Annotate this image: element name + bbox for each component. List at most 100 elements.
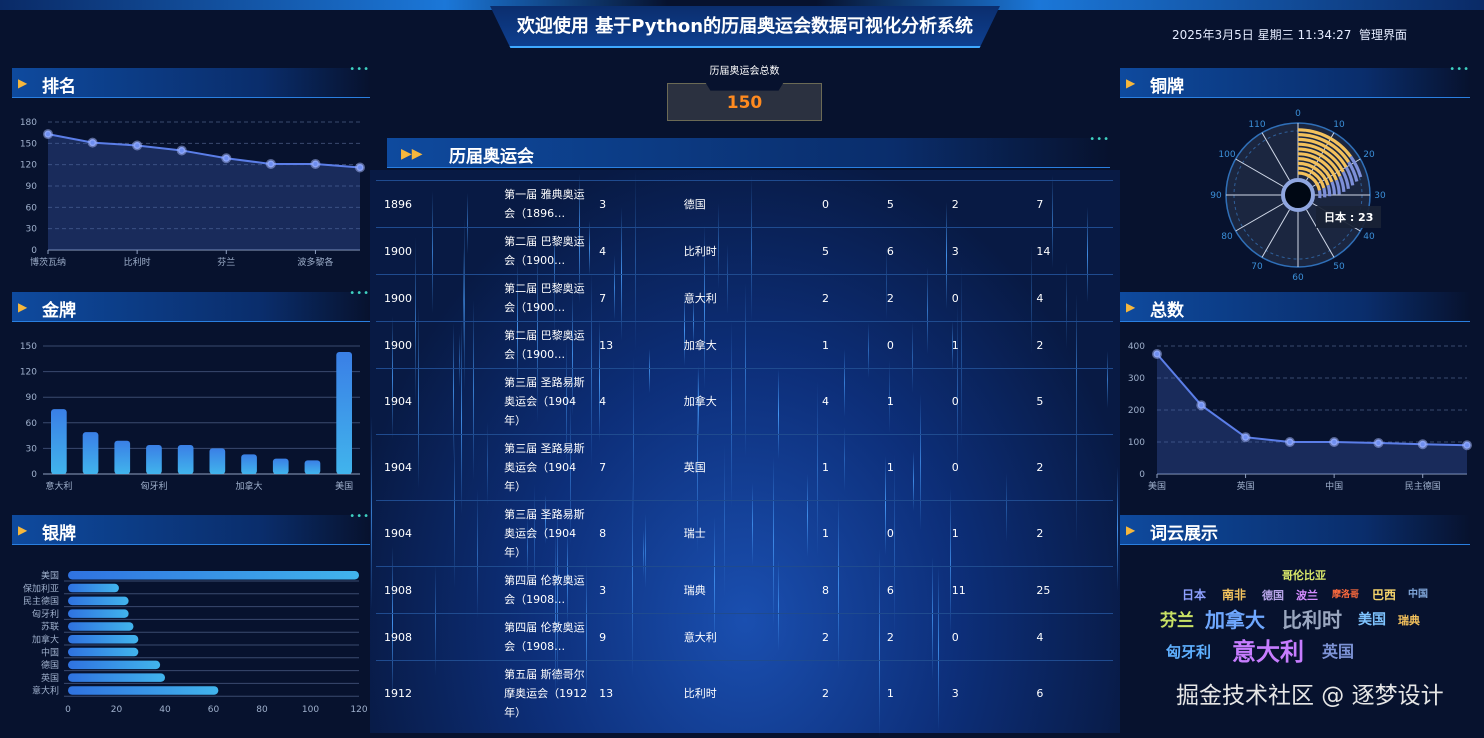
table-cell: 1904: [376, 501, 500, 567]
data-point: [1464, 442, 1471, 449]
table-cell: 2: [814, 661, 879, 727]
table-cell: 3: [944, 661, 1029, 727]
table-cell: 第三届 圣路易斯奥运会（1904年）: [500, 501, 591, 567]
angle-tick-label: 20: [1363, 150, 1375, 160]
y-tick-label: 400: [1128, 342, 1145, 352]
bar: [68, 661, 160, 670]
bar: [68, 597, 129, 606]
y-tick-label: 意大利: [32, 685, 59, 697]
x-tick-label: 80: [256, 705, 268, 715]
bar: [68, 635, 138, 644]
word-cloud-word[interactable]: 德国: [1262, 590, 1284, 601]
y-tick-label: 保加利亚: [23, 582, 59, 594]
table-cell: 8: [814, 567, 879, 614]
x-tick-label: 英国: [1237, 480, 1255, 492]
x-tick-label: 60: [208, 705, 220, 715]
table-cell: 第五届 斯德哥尔摩奥运会（1912年）: [500, 661, 591, 727]
table-cell: 1: [814, 501, 879, 567]
y-tick-label: 美国: [41, 570, 59, 582]
y-tick-label: 0: [1139, 470, 1145, 480]
x-tick-label: 120: [350, 705, 367, 715]
word-cloud-word[interactable]: 巴西: [1372, 589, 1396, 601]
table-row[interactable]: 1904第三届 圣路易斯奥运会（1904年）8瑞士1012: [376, 501, 1113, 567]
bar: [68, 571, 359, 580]
arrow-icon: ▶: [1126, 523, 1135, 537]
table-cell: 25: [1028, 567, 1113, 614]
word-cloud-word[interactable]: 芬兰: [1160, 613, 1194, 630]
y-tick-label: 中国: [41, 646, 59, 658]
word-cloud-word[interactable]: 摩洛哥: [1332, 591, 1359, 600]
table-cell: 1908: [376, 614, 500, 661]
word-cloud-word[interactable]: 南非: [1222, 589, 1246, 601]
data-point: [1331, 439, 1338, 446]
table-row[interactable]: 1912第五届 斯德哥尔摩奥运会（1912年）13比利时2136: [376, 661, 1113, 727]
bronze-polar-chart: 0102030405060708090100110: [0, 0, 1484, 300]
bar: [68, 673, 165, 682]
panel-title: 词云展示: [1150, 519, 1218, 544]
table-cell: 比利时: [676, 661, 814, 727]
data-point: [1375, 439, 1382, 446]
word-cloud-word[interactable]: 英国: [1322, 644, 1354, 660]
table-cell: 第四届 伦敦奥运会（1908…: [500, 614, 591, 661]
word-cloud-word[interactable]: 匈牙利: [1166, 645, 1211, 660]
table-row[interactable]: 1908第四届 伦敦奥运会（1908…3瑞典861125: [376, 567, 1113, 614]
word-cloud-word[interactable]: 波兰: [1296, 590, 1318, 601]
word-cloud-word[interactable]: 加拿大: [1205, 610, 1265, 630]
angle-tick-label: 100: [1218, 150, 1235, 160]
table-cell: 0: [944, 614, 1029, 661]
table-cell: 2: [1028, 501, 1113, 567]
angle-tick-label: 90: [1210, 191, 1222, 201]
table-row[interactable]: 1908第四届 伦敦奥运会（1908…9意大利2204: [376, 614, 1113, 661]
table-cell: 意大利: [676, 614, 814, 661]
x-tick-label: 100: [302, 705, 319, 715]
word-cloud-word[interactable]: 瑞典: [1398, 615, 1420, 626]
y-tick-label: 德国: [41, 659, 59, 671]
watermark: 掘金技术社区 @ 逐梦设计: [1176, 684, 1444, 709]
bar: [68, 686, 218, 695]
word-cloud-word[interactable]: 中国: [1408, 590, 1428, 600]
y-tick-label: 民主德国: [23, 595, 59, 607]
table-cell: 2: [879, 614, 944, 661]
word-cloud-word[interactable]: 日本: [1182, 589, 1206, 601]
polar-center: [1283, 180, 1313, 210]
table-cell: 13: [591, 661, 676, 727]
table-cell: 3: [591, 567, 676, 614]
angle-tick-label: 60: [1292, 273, 1304, 283]
table-cell: 2: [814, 614, 879, 661]
chart-tooltip: 日本 : 23: [1316, 206, 1381, 228]
table-cell: 4: [1028, 614, 1113, 661]
panel-header-wordcloud: ▶ 词云展示: [1120, 515, 1470, 545]
area-fill: [1157, 354, 1467, 474]
data-point: [1154, 351, 1161, 358]
x-tick-label: 美国: [1148, 480, 1166, 492]
x-tick-label: 0: [65, 705, 71, 715]
word-cloud-word[interactable]: 哥伦比亚: [1282, 570, 1326, 581]
y-tick-label: 300: [1128, 374, 1145, 384]
y-tick-label: 苏联: [41, 621, 59, 633]
word-cloud-word[interactable]: 美国: [1358, 613, 1386, 627]
angle-tick-label: 50: [1333, 262, 1345, 272]
bar: [68, 584, 119, 593]
table-cell: 1: [879, 661, 944, 727]
word-cloud-word[interactable]: 比利时: [1282, 610, 1342, 630]
data-point: [1286, 439, 1293, 446]
table-cell: 瑞典: [676, 567, 814, 614]
angle-tick-label: 10: [1333, 120, 1345, 130]
data-point: [1242, 434, 1249, 441]
angle-tick-label: 30: [1374, 191, 1386, 201]
angle-tick-label: 0: [1295, 109, 1301, 119]
y-tick-label: 匈牙利: [32, 608, 59, 620]
x-tick-label: 中国: [1325, 480, 1343, 492]
angle-tick-label: 80: [1221, 232, 1233, 242]
angle-tick-label: 70: [1251, 262, 1263, 272]
y-tick-label: 英国: [41, 672, 59, 684]
word-cloud-word[interactable]: 意大利: [1232, 640, 1304, 664]
table-cell: 1912: [376, 661, 500, 727]
table-cell: 1: [944, 501, 1029, 567]
table-cell: 0: [879, 501, 944, 567]
table-cell: 瑞士: [676, 501, 814, 567]
y-tick-label: 100: [1128, 438, 1145, 448]
table-cell: 11: [944, 567, 1029, 614]
data-point: [1419, 441, 1426, 448]
table-cell: 9: [591, 614, 676, 661]
